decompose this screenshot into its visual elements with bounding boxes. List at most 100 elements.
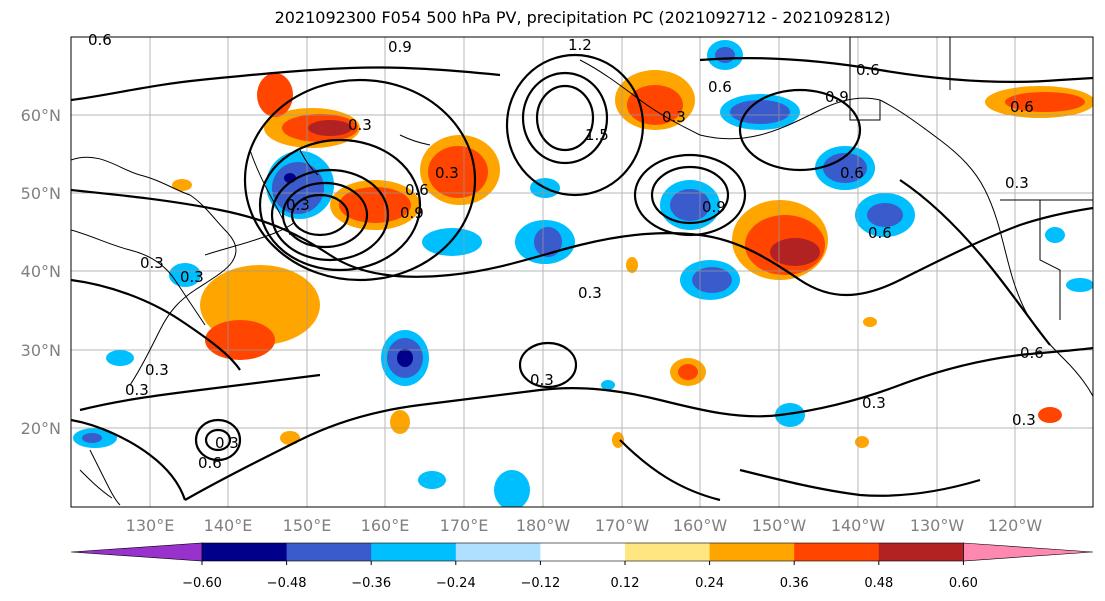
anomaly-blob <box>730 100 790 124</box>
longitude-label: 140°W <box>831 516 886 535</box>
anomaly-blob <box>612 432 624 448</box>
contour-label: 0.3 <box>180 268 204 286</box>
anomaly-blob <box>534 227 562 257</box>
anomaly-blob <box>257 73 293 117</box>
longitude-label: 120°W <box>988 516 1043 535</box>
contour-label: 0.6 <box>1010 98 1034 116</box>
contour-label-group: 0.6 0.9 1.2 0.6 0.9 0.3 0.6 0.3 0.3 0.9 … <box>88 31 1044 472</box>
longitude-label: 180°W <box>516 516 571 535</box>
colorbar-tick-label: 0.36 <box>780 576 809 591</box>
anomaly-blob <box>82 433 102 443</box>
anomaly-blob <box>678 364 698 380</box>
contour-label: 0.6 <box>708 78 732 96</box>
longitude-label: 170°E <box>440 516 489 535</box>
anomaly-blob <box>422 228 482 256</box>
contour-label: 0.3 <box>348 116 372 134</box>
anomaly-blob <box>280 431 300 445</box>
colorbar-tick-label: −0.36 <box>351 576 391 591</box>
colorbar-tick-label: 0.12 <box>611 576 640 591</box>
contour-label: 0.3 <box>145 361 169 379</box>
latitude-label: 30°N <box>21 341 61 360</box>
colorbar-segment <box>286 543 372 561</box>
colorbar-segment <box>878 543 964 561</box>
contour-label: 0.6 <box>88 31 112 49</box>
anomaly-blob <box>715 47 735 63</box>
colorbar-tick-label: −0.12 <box>520 576 560 591</box>
contour-label: 0.6 <box>856 61 880 79</box>
colorbar-tick-label: −0.24 <box>436 576 476 591</box>
contour-label: 0.6 <box>868 224 892 242</box>
contour-label: 0.3 <box>578 284 602 302</box>
contour-label: 0.3 <box>125 381 149 399</box>
anomaly-blob <box>1045 227 1065 243</box>
anomaly-blob <box>172 179 192 191</box>
colorbar-extend-high <box>963 542 1094 562</box>
precip-anomaly-shading <box>73 40 1093 507</box>
latitude-label: 50°N <box>21 184 61 203</box>
longitude-label: 170°W <box>595 516 650 535</box>
anomaly-blob <box>770 238 820 266</box>
latitude-label: 60°N <box>21 106 61 125</box>
longitude-label: 130°W <box>910 516 965 535</box>
graticule <box>71 37 1093 507</box>
contour-label: 0.6 <box>840 164 864 182</box>
contour-label: 0.3 <box>140 254 164 272</box>
anomaly-blob <box>169 263 201 287</box>
longitude-label: 160°E <box>361 516 410 535</box>
contour-label: 1.5 <box>585 126 609 144</box>
contour-label: 0.3 <box>1005 174 1029 192</box>
map-frame <box>70 36 1094 508</box>
anomaly-blob <box>308 120 352 136</box>
anomaly-blob <box>823 153 867 183</box>
contour-label: 0.9 <box>400 204 424 222</box>
contour-label: 0.6 <box>1020 344 1044 362</box>
contour-label: 0.3 <box>530 371 554 389</box>
colorbar-segment <box>540 543 626 561</box>
latitude-labels: 60°N 50°N 40°N 30°N 20°N <box>21 106 61 438</box>
anomaly-blob <box>1066 278 1093 292</box>
anomaly-blob <box>339 187 411 223</box>
longitude-label: 160°W <box>673 516 728 535</box>
colorbar-tick-label: 0.48 <box>864 576 893 591</box>
longitude-label: 150°E <box>283 516 332 535</box>
contour-label: 0.3 <box>435 164 459 182</box>
colorbar-tick-label: −0.60 <box>182 576 222 591</box>
anomaly-blob <box>494 470 530 507</box>
contour-label: 0.9 <box>702 198 726 216</box>
latitude-label: 40°N <box>21 262 61 281</box>
contour-label: 0.3 <box>862 394 886 412</box>
anomaly-blob <box>775 403 805 427</box>
coastlines <box>71 37 1093 506</box>
colorbar-segment <box>455 543 541 561</box>
longitude-label: 150°W <box>752 516 807 535</box>
anomaly-blob <box>867 203 903 227</box>
colorbar-tick-label: 0.24 <box>695 576 724 591</box>
colorbar-segment <box>371 543 457 561</box>
anomaly-blob <box>863 317 877 327</box>
longitude-labels: 130°E 140°E 150°E 160°E 170°E 180°W 170°W 160°W… <box>126 516 1043 535</box>
colorbar-extend-low <box>70 542 203 562</box>
anomaly-blob <box>692 267 732 293</box>
longitude-label: 130°E <box>126 516 175 535</box>
contour-label: 1.2 <box>568 36 592 54</box>
anomaly-blob <box>397 349 413 367</box>
anomaly-blob <box>205 320 275 360</box>
colorbar-tick-label: 0.60 <box>949 576 978 591</box>
contour-label: 0.3 <box>215 434 239 452</box>
colorbar-segment <box>794 543 880 561</box>
contour-label: 0.3 <box>1012 411 1036 429</box>
contour-label: 0.3 <box>286 196 310 214</box>
anomaly-blob <box>601 380 615 390</box>
anomaly-blob <box>1038 407 1062 423</box>
anomaly-blob <box>106 350 134 366</box>
colorbar-segment <box>202 543 288 561</box>
contour-label: 0.9 <box>388 38 412 56</box>
latitude-label: 20°N <box>21 419 61 438</box>
colorbar: −0.60 −0.48 −0.36 −0.24 −0.12 0.12 0.24 0.36 0.4… <box>70 542 1094 591</box>
anomaly-blob <box>626 257 638 273</box>
pv-contours <box>71 53 1093 502</box>
contour-label: 0.6 <box>198 454 222 472</box>
anomaly-blob <box>1005 92 1085 112</box>
colorbar-outline <box>201 542 964 562</box>
